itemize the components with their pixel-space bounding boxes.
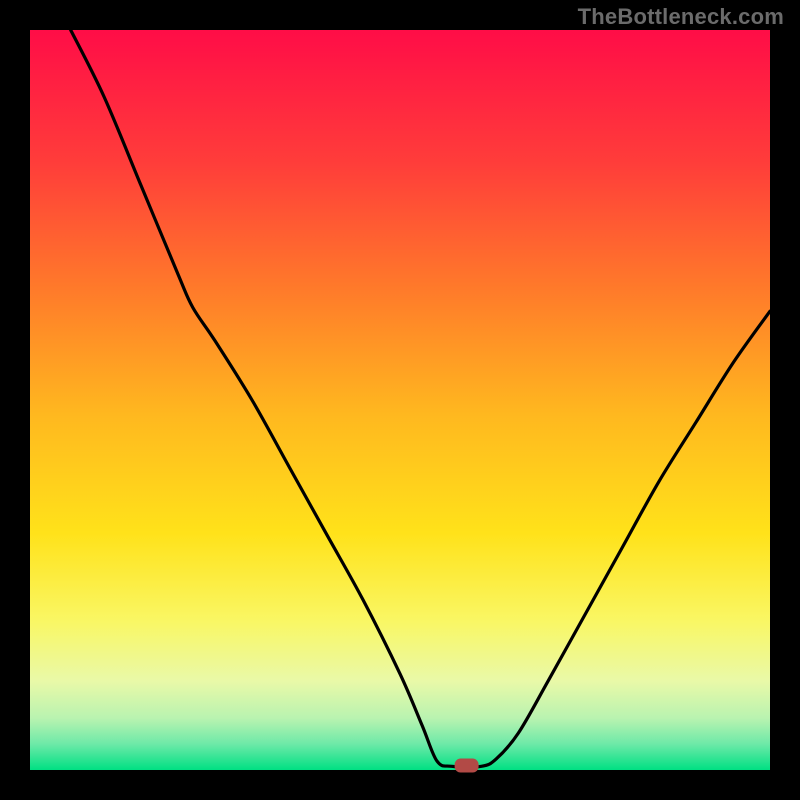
bottleneck-chart [0,0,800,800]
plot-background [30,30,770,770]
optimal-point-marker [455,759,479,773]
